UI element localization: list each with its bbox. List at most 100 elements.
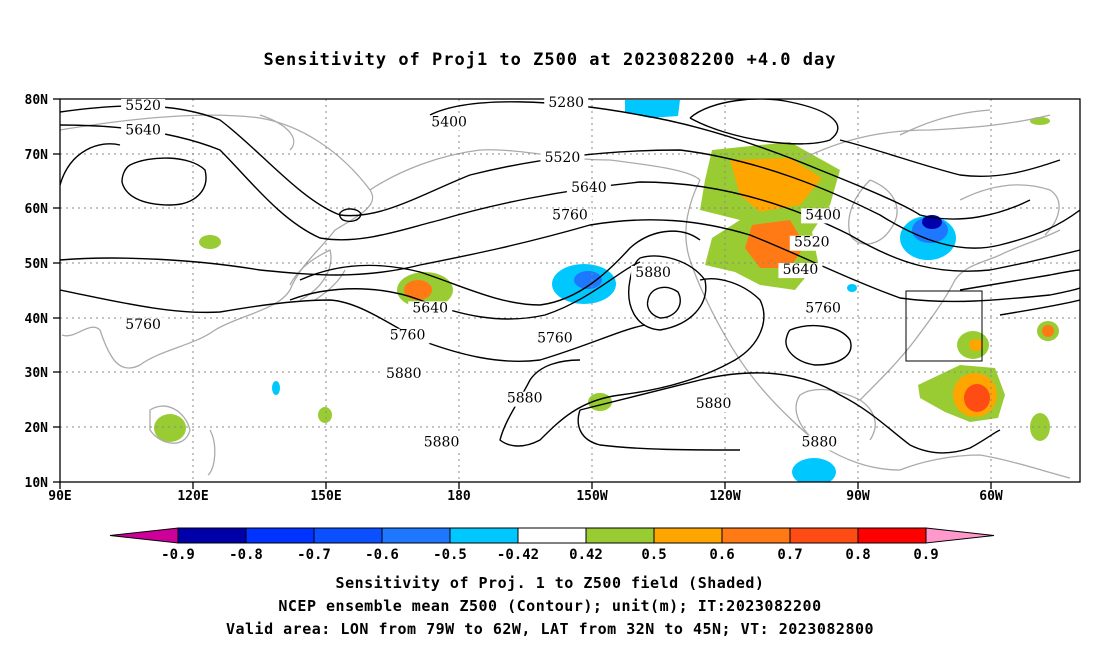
- contour-label: 5400: [431, 114, 467, 130]
- contour-label-bg: [532, 331, 577, 347]
- z500-contours: [60, 99, 1080, 454]
- colorbar-label: -0.5: [433, 547, 467, 563]
- grid: [60, 99, 1080, 482]
- contour-label: 5880: [507, 391, 543, 407]
- contour-5880-sub: [499, 278, 765, 447]
- contour-label-bg: [121, 317, 166, 333]
- colorbar-swatch: [857, 527, 927, 544]
- contour-label-bg: [408, 301, 453, 317]
- positive-sensitivity-core: [730, 158, 822, 212]
- contour-label: 5520: [545, 150, 581, 166]
- contour-label-bg: [427, 115, 472, 131]
- colorbar-label: -0.8: [229, 547, 263, 563]
- lat-label: 70N: [25, 148, 49, 163]
- sensitivity-shading: [142, 100, 1059, 482]
- contour-label-bg: [778, 263, 823, 279]
- contour-5280: [689, 99, 839, 145]
- contour-label-bg: [789, 235, 834, 251]
- colorbar-label: 0.9: [913, 547, 938, 563]
- negative-sensitivity-region: [847, 284, 857, 292]
- colorbar-label: 0.6: [709, 547, 734, 563]
- contour-label: 5520: [125, 98, 161, 114]
- contour-label: 5760: [805, 300, 841, 316]
- contour-east-b: [959, 269, 1080, 291]
- valid-area-box: [905, 290, 983, 362]
- contour-east-a: [839, 139, 1061, 178]
- contour-labels: 5520 5640 5280 5400 5520 5640 5760 5400 5520 5640…: [121, 95, 846, 451]
- positive-sensitivity-region: [154, 414, 186, 442]
- lat-labels: 80N 70N 60N 50N 40N 30N 20N 10N: [25, 93, 49, 491]
- contour-5880-east: [579, 372, 1001, 454]
- contour-label: 5880: [386, 366, 422, 382]
- lon-label: 90E: [48, 489, 71, 504]
- contour-label: 5520: [794, 235, 830, 251]
- colorbar-label: 0.7: [777, 547, 802, 563]
- contour-label: 5280: [548, 95, 584, 111]
- colorbar-label: 0.5: [641, 547, 666, 563]
- lon-label: 120E: [177, 489, 208, 504]
- contour-east-c: [999, 299, 1080, 316]
- contour-label-bg: [801, 301, 846, 317]
- colorbar-low-extend: [109, 527, 179, 544]
- contour-label-bg: [631, 265, 676, 281]
- colorbar-swatch: [585, 527, 655, 544]
- colorbar-label: -0.6: [365, 547, 399, 563]
- contour-label: 5640: [125, 123, 161, 139]
- contour-label: 5880: [696, 396, 732, 412]
- lat-label: 40N: [25, 312, 49, 327]
- contour-5760: [60, 219, 1080, 303]
- lon-labels: 90E 120E 150E 180 150W 120W 90W 60W: [48, 489, 1003, 504]
- contour-label: 5880: [424, 434, 460, 450]
- contour-label-bg: [691, 397, 736, 413]
- contour-small-ring: [338, 208, 362, 223]
- contour-label-bg: [121, 123, 166, 139]
- negative-sensitivity-region: [272, 381, 280, 395]
- colorbar-swatch: [177, 527, 247, 544]
- contour-label-bg: [381, 367, 426, 383]
- contour-label: 5640: [571, 180, 607, 196]
- contour-5880: [60, 289, 646, 362]
- positive-sensitivity-region: [199, 235, 221, 249]
- contour-label-bg: [548, 208, 592, 224]
- contour-label: 5880: [635, 265, 671, 281]
- colorbar-label: 0.42: [569, 547, 603, 563]
- positive-sensitivity-core: [964, 384, 990, 412]
- lon-label: 150W: [576, 489, 607, 504]
- contour-label: 5640: [412, 300, 448, 316]
- lat-label: 80N: [25, 93, 49, 108]
- negative-sensitivity-region: [792, 458, 836, 482]
- colorbar-swatch: [721, 527, 791, 544]
- positive-sensitivity-region: [318, 407, 332, 423]
- contour-5880-west: [577, 409, 741, 451]
- colorbar-swatch: [313, 527, 383, 544]
- contour-label-bg: [801, 208, 846, 224]
- contour-label-bg: [385, 328, 430, 344]
- contour-label: 5880: [802, 434, 838, 450]
- positive-sensitivity-core: [1042, 325, 1054, 337]
- colorbar-label: -0.42: [497, 547, 539, 563]
- negative-sensitivity-region: [625, 100, 680, 118]
- positive-sensitivity-core: [404, 280, 432, 300]
- colorbar-swatch: [517, 527, 587, 544]
- contour-atl-ring: [785, 325, 852, 366]
- contour-5760-trough: [289, 261, 641, 320]
- contour-label: 5760: [125, 317, 161, 333]
- contour-label-bg: [540, 150, 585, 166]
- colorbar-swatch: [381, 527, 451, 544]
- contour-label: 5760: [537, 330, 573, 346]
- axis-ticks: [53, 98, 992, 489]
- colorbar: -0.9 -0.8 -0.7 -0.6 -0.5 -0.42 0.42 0.5 0.6 0.7 0.…: [109, 527, 995, 563]
- colorbar-high-extend: [925, 527, 995, 544]
- contour-5640-trough: [299, 230, 701, 306]
- contour-label: 5400: [805, 207, 841, 223]
- contour-label-bg: [797, 435, 842, 451]
- colorbar-swatch: [449, 527, 519, 544]
- contour-label: 5760: [552, 207, 588, 223]
- lon-label: 120W: [709, 489, 740, 504]
- contour-label: 5760: [390, 328, 426, 344]
- negative-sensitivity-core: [574, 271, 602, 289]
- contour-label-bg: [566, 181, 611, 197]
- lon-label: 150E: [310, 489, 341, 504]
- colorbar-swatch: [245, 527, 315, 544]
